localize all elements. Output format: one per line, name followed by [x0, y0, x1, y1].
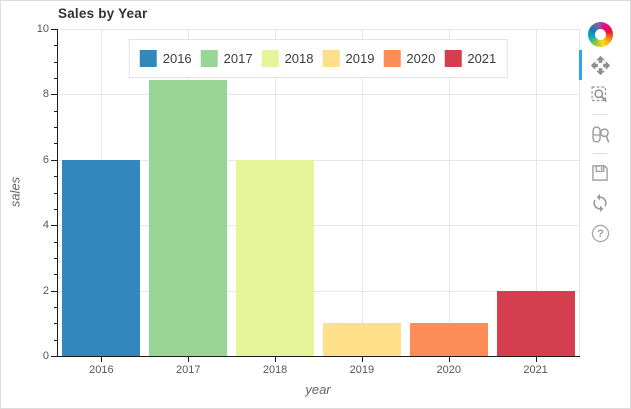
legend-swatch [444, 50, 462, 67]
plot-outline-right [579, 29, 580, 356]
legend-item: 2020 [383, 50, 435, 67]
legend-item: 2019 [322, 50, 375, 67]
y-tick-label: 2 [42, 284, 49, 297]
x-tick [361, 357, 363, 362]
legend-swatch [139, 50, 157, 67]
y-major-tick [51, 290, 57, 292]
y-major-tick [51, 94, 57, 96]
y-major-tick [51, 356, 57, 357]
save-icon [592, 165, 608, 181]
x-grid-line [448, 29, 450, 356]
x-axis-label: year [305, 382, 331, 397]
y-major-tick [51, 159, 57, 161]
x-tick-label: 2018 [262, 364, 288, 376]
y-minor-tick [54, 339, 57, 341]
x-tick-label: 2017 [176, 364, 201, 376]
y-minor-tick [54, 241, 57, 243]
chart-title: Sales by Year [58, 6, 148, 21]
reset-icon [593, 193, 607, 213]
bar [62, 159, 141, 356]
x-grid-line [361, 29, 363, 356]
y-major-tick [51, 29, 57, 30]
plot-area[interactable] [58, 29, 579, 356]
y-minor-tick [54, 257, 57, 259]
legend-item: 2017 [200, 50, 253, 67]
y-tick-label: 10 [36, 23, 49, 35]
x-tick-label: 2016 [89, 364, 114, 376]
y-tick-label: 0 [42, 350, 49, 362]
x-tick [535, 357, 537, 362]
bar [149, 79, 228, 356]
y-grid-line [58, 225, 579, 227]
box-zoom-icon [591, 86, 607, 102]
y-axis-label: sales [7, 176, 23, 208]
y-minor-tick [54, 45, 57, 47]
legend-swatch [322, 50, 340, 67]
legend-label: 2021 [467, 51, 497, 66]
y-axis-line [57, 29, 58, 357]
x-tick [275, 357, 277, 362]
y-minor-tick [54, 306, 57, 308]
legend-item: 2018 [261, 50, 314, 67]
legend-swatch [200, 50, 218, 67]
y-grid-line [58, 290, 579, 292]
legend-label: 2020 [406, 51, 436, 66]
help-tool-button[interactable]: ? [588, 221, 612, 245]
legend-item: 2016 [139, 50, 192, 67]
y-minor-tick [54, 110, 57, 112]
legend-label: 2016 [162, 51, 192, 66]
x-tick-label: 2019 [349, 364, 375, 376]
toolbar: ? [579, 22, 619, 245]
legend-item: 2021 [444, 50, 496, 67]
y-grid-line [58, 159, 579, 161]
bar [496, 290, 575, 356]
y-minor-tick [54, 208, 57, 210]
x-tick [448, 357, 450, 362]
wheel-zoom-icon [591, 125, 609, 143]
pan-icon [590, 55, 610, 75]
box-zoom-tool-button[interactable] [588, 83, 612, 107]
y-minor-tick [54, 192, 57, 194]
svg-text:?: ? [597, 228, 604, 240]
x-axis-line [57, 356, 580, 357]
y-minor-tick [54, 274, 57, 276]
legend-label: 2017 [223, 51, 253, 66]
bokeh-logo[interactable] [587, 22, 613, 47]
x-tick [101, 357, 103, 362]
legend: 2016 2017 2018 2019 2020 2021 [128, 39, 508, 78]
save-tool-button[interactable] [588, 161, 612, 185]
y-major-tick [51, 225, 57, 227]
bar [322, 323, 401, 356]
y-minor-tick [54, 127, 57, 129]
x-tick-label: 2021 [523, 364, 548, 376]
help-icon: ? [591, 224, 609, 242]
y-minor-tick [54, 176, 57, 178]
x-tick [188, 357, 190, 362]
bar [236, 159, 315, 356]
y-grid-line [58, 29, 579, 30]
y-tick-label: 6 [42, 153, 49, 166]
toolbar-buttons: ? [579, 50, 612, 245]
toolbar-divider [593, 114, 607, 115]
legend-swatch [261, 50, 279, 67]
y-grid-line [58, 94, 579, 96]
y-minor-tick [54, 61, 57, 63]
legend-label: 2019 [345, 51, 375, 66]
y-minor-tick [54, 323, 57, 325]
y-tick-label: 8 [42, 88, 49, 101]
y-tick-label: 4 [42, 219, 49, 232]
pan-tool-button[interactable] [579, 50, 612, 80]
legend-label: 2018 [284, 51, 314, 66]
wheel-zoom-tool-button[interactable] [588, 122, 612, 146]
y-minor-tick [54, 143, 57, 145]
active-tool-indicator [579, 50, 582, 80]
x-grid-line [535, 29, 537, 356]
reset-tool-button[interactable] [588, 191, 612, 215]
toolbar-divider [593, 153, 607, 154]
legend-swatch [383, 50, 401, 67]
y-minor-tick [54, 78, 57, 80]
x-tick-label: 2020 [436, 364, 461, 376]
bar [409, 323, 488, 356]
